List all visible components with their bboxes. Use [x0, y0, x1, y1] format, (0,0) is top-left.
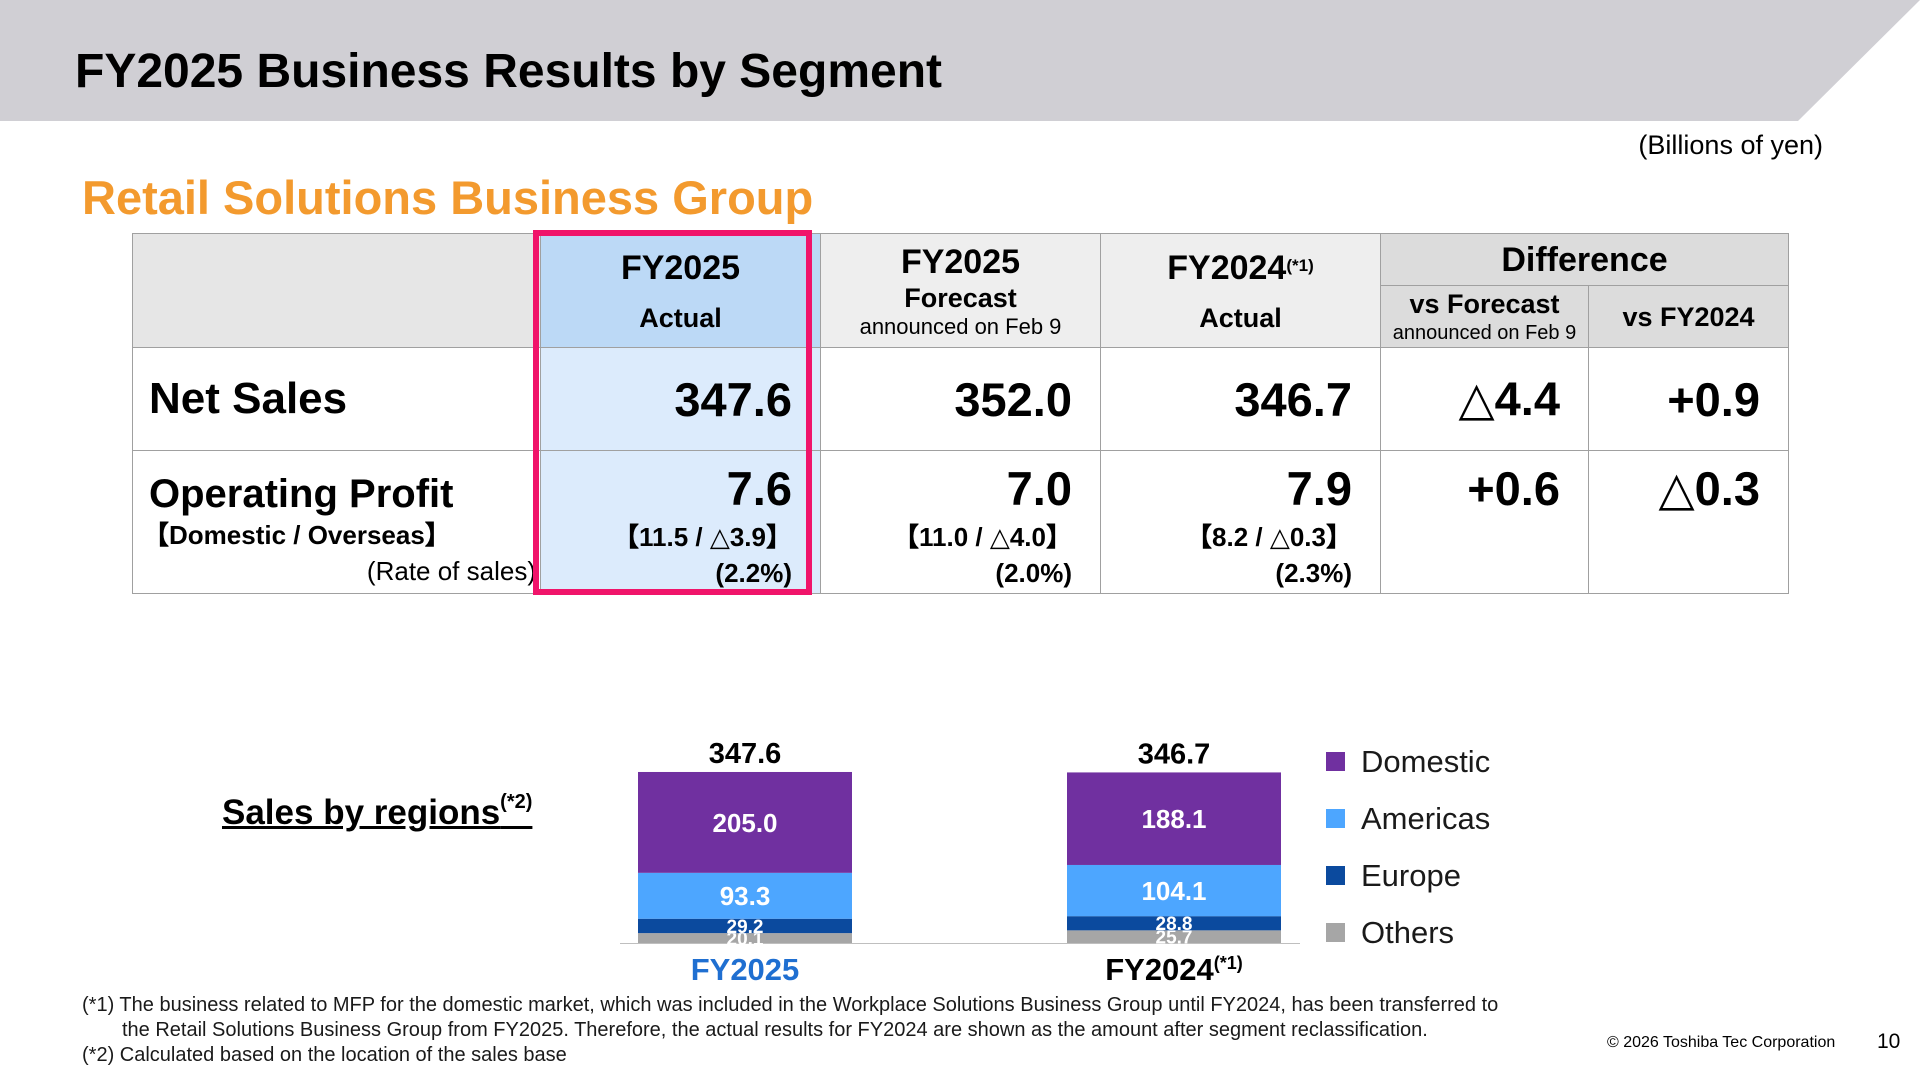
header-vs-forecast-date: announced on Feb 9: [1392, 321, 1577, 344]
op-diff-vs-fy2024-value: △0.3: [1658, 462, 1760, 515]
op-diff-vs-forecast: +0.6: [1380, 450, 1589, 594]
legend-swatch-americas: [1326, 809, 1345, 828]
total-label-fy2025: 347.6: [709, 738, 782, 770]
page-number: 10: [1877, 1030, 1901, 1053]
footnote-1-line-1: (*1) The business related to MFP for the…: [82, 994, 1499, 1016]
op-diff-vs-forecast-value: +0.6: [1467, 462, 1560, 515]
sales-by-regions-note: (*2): [500, 791, 533, 813]
bar-fy2025-domestic: [638, 771, 852, 873]
net-sales-diff-vs-forecast: △4.4: [1380, 347, 1589, 451]
data-label-fy2025-domestic: 205.0: [712, 808, 777, 838]
op-fy2024-actual-rate: (2.3%): [1275, 558, 1352, 588]
op-fy2024-actual-value: 7.9: [1286, 462, 1352, 515]
sales-by-regions-chart: 20.129.2 93.3 205.0 347.6 FY2025 25.728.8 104.…: [620, 738, 1300, 987]
op-fy2025-forecast-breakdown: 【11.0 / △4.0】: [893, 522, 1072, 552]
bar-fy2025-americas: [638, 872, 852, 919]
header-fy2025-actual-year: FY2025: [620, 248, 741, 287]
header-fy2025-actual-label: Actual: [639, 302, 722, 333]
header-fy2025-actual: FY2025 Actual: [540, 233, 821, 348]
op-fy2025-forecast-rate: (2.0%): [995, 558, 1072, 588]
legend-item-americas: Americas: [1326, 790, 1490, 847]
op-fy2025-actual-value: 7.6: [726, 462, 792, 515]
chart-legend: Domestic Americas Europe Others: [1326, 733, 1490, 961]
data-label-fy2025-others: 20.1: [727, 929, 764, 950]
legend-label-americas: Americas: [1361, 800, 1491, 836]
header-empty-cell: [132, 233, 541, 348]
legend-swatch-domestic: [1326, 752, 1345, 771]
legend-item-domestic: Domestic: [1326, 733, 1490, 790]
bar-fy2024-europe: [1067, 916, 1281, 931]
bar-fy2025-others: [638, 933, 852, 943]
op-fy2025-actual-rate: (2.2%): [715, 558, 792, 588]
header-fy2025-forecast-date: announced on Feb 9: [859, 313, 1062, 339]
op-fy2025-actual-breakdown: 【11.5 / △3.9】: [613, 522, 792, 552]
op-fy2025-forecast-value: 7.0: [1006, 462, 1072, 515]
header-fy2025-forecast: FY2025 Forecast announced on Feb 9: [820, 233, 1101, 348]
legend-swatch-europe: [1326, 866, 1345, 885]
category-note-fy2024: (*1): [1214, 953, 1243, 973]
legend-swatch-others: [1326, 923, 1345, 942]
data-label-fy2025-europe: 29.2: [727, 917, 764, 938]
data-label-fy2025-americas: 93.3: [720, 881, 771, 911]
footnote-2: (*2) Calculated based on the location of…: [82, 1044, 567, 1066]
op-fy2024-actual-breakdown: 【8.2 / △0.3】: [1186, 522, 1352, 552]
net-sales-diff-vs-fy2024: +0.9: [1588, 347, 1789, 451]
rate-of-sales-label: (Rate of sales): [366, 556, 536, 586]
footnote-1-line-2: the Retail Solutions Business Group from…: [122, 1019, 1428, 1041]
header-vs-forecast: vs Forecast announced on Feb 9: [1380, 285, 1589, 348]
op-fy2025-actual: 7.6 【11.5 / △3.9】 (2.2%): [540, 450, 821, 594]
category-label-fy2024: FY2024(*1): [1105, 952, 1243, 987]
copyright: © 2026 Toshiba Tec Corporation: [1607, 1034, 1836, 1051]
total-label-fy2024: 346.7: [1138, 738, 1211, 770]
sales-by-regions-label: Sales by regions: [222, 793, 501, 832]
net-sales-label: Net Sales: [132, 347, 541, 451]
bar-fy2024-others: [1067, 930, 1281, 943]
header-vs-fy2024: vs FY2024: [1588, 285, 1789, 348]
data-label-fy2024-others: 25.7: [1156, 928, 1193, 949]
title-banner: [0, 0, 1920, 121]
header-vs-forecast-label: vs Forecast: [1409, 288, 1560, 319]
operating-profit-label-cell: Operating Profit 【Domestic / Overseas】 (…: [132, 450, 541, 594]
bar-fy2025-europe: [638, 918, 852, 934]
net-sales-fy2024-actual: 346.7: [1100, 347, 1381, 451]
op-fy2024-actual: 7.9 【8.2 / △0.3】 (2.3%): [1100, 450, 1381, 594]
legend-item-europe: Europe: [1326, 847, 1490, 904]
domestic-overseas-label: 【Domestic / Overseas】: [143, 520, 451, 550]
data-label-fy2024-domestic: 188.1: [1141, 804, 1206, 834]
header-difference-title: Difference: [1501, 240, 1668, 279]
header-fy2025-forecast-year: FY2025: [900, 242, 1021, 281]
header-vs-fy2024-label: vs FY2024: [1622, 301, 1755, 332]
data-label-fy2024-europe: 28.8: [1156, 914, 1193, 935]
legend-label-europe: Europe: [1361, 857, 1461, 893]
header-fy2024-actual: FY2024(*1) Actual: [1100, 233, 1381, 348]
results-table: FY2025 Actual FY2025 Forecast announced …: [132, 233, 1789, 594]
bar-fy2024-americas: [1067, 864, 1281, 917]
bar-fy2024-domestic: [1067, 772, 1281, 865]
header-fy2024-note: (*1): [1286, 255, 1314, 275]
net-sales-fy2025-forecast: 352.0: [820, 347, 1101, 451]
header-fy2025-forecast-label: Forecast: [904, 282, 1017, 313]
legend-item-others: Others: [1326, 904, 1490, 961]
header-fy2024-actual-year: FY2024: [1167, 248, 1287, 287]
header-difference: Difference: [1380, 233, 1789, 286]
legend-label-domestic: Domestic: [1361, 743, 1491, 779]
net-sales-fy2025-actual: 347.6: [540, 347, 821, 451]
op-fy2025-forecast: 7.0 【11.0 / △4.0】 (2.0%): [820, 450, 1101, 594]
header-fy2024-actual-label: Actual: [1199, 302, 1282, 333]
page-title: FY2025 Business Results by Segment: [75, 45, 942, 98]
unit-label: (Billions of yen): [1638, 130, 1823, 160]
data-label-fy2024-americas: 104.1: [1141, 876, 1206, 906]
footnotes: (*1) The business related to MFP for the…: [82, 993, 1562, 1068]
category-label-fy2025: FY2025: [691, 952, 800, 987]
legend-label-others: Others: [1361, 914, 1455, 950]
op-diff-vs-fy2024: △0.3: [1588, 450, 1789, 594]
segment-title: Retail Solutions Business Group: [82, 171, 814, 224]
sales-by-regions-title: Sales by regions(*2): [222, 791, 533, 833]
operating-profit-label: Operating Profit: [149, 472, 454, 516]
